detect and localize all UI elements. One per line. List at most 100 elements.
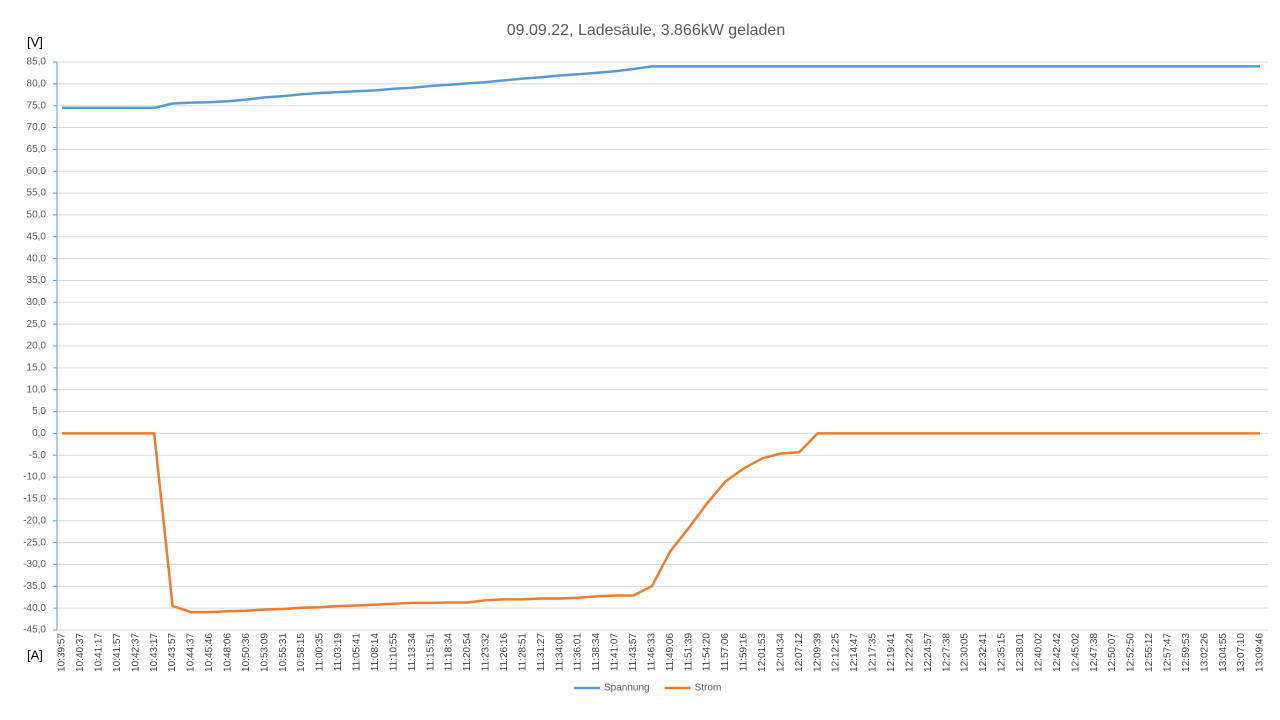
y-tick-label: 70,0 xyxy=(27,122,47,133)
y-tick-label: 40,0 xyxy=(27,253,47,264)
x-tick-label: 12:17:35 xyxy=(868,633,879,672)
x-tick-label: 12:07:12 xyxy=(794,633,805,672)
y-tick-label: 65,0 xyxy=(27,144,47,155)
y-tick-label: 50,0 xyxy=(27,210,47,221)
x-tick-label: 10:48:06 xyxy=(223,633,234,672)
x-tick-label: 11:46:33 xyxy=(646,633,657,672)
chart-title: 09.09.22, Ladesäule, 3.866kW geladen xyxy=(507,22,785,39)
y-tick-label: 30,0 xyxy=(27,297,47,308)
x-tick-label: 12:04:34 xyxy=(775,633,786,672)
x-tick-label: 10:50:36 xyxy=(241,633,252,672)
x-tick-label: 11:38:34 xyxy=(591,633,602,672)
legend-label: Strom xyxy=(695,683,722,694)
x-tick-label: 13:02:26 xyxy=(1199,633,1210,672)
x-tick-label: 12:12:25 xyxy=(831,633,842,672)
x-tick-label: 12:27:38 xyxy=(941,633,952,672)
y-tick-label: 5,0 xyxy=(32,406,46,417)
y-tick-label: 35,0 xyxy=(27,275,47,286)
x-tick-label: 11:57:06 xyxy=(720,633,731,672)
x-tick-label: 10:39:57 xyxy=(57,633,68,672)
x-tick-label: 11:59:16 xyxy=(739,633,750,672)
x-tick-label: 11:10:55 xyxy=(388,633,399,672)
y-tick-label: -45,0 xyxy=(23,625,46,636)
x-tick-label: 12:30:05 xyxy=(960,633,971,672)
y-tick-label: 0,0 xyxy=(32,428,46,439)
y-tick-label: -30,0 xyxy=(23,559,46,570)
y-tick-label: 45,0 xyxy=(27,231,47,242)
y-tick-label: -25,0 xyxy=(23,537,46,548)
x-tick-label: 11:15:51 xyxy=(425,633,436,672)
x-tick-label: 11:18:34 xyxy=(444,633,455,672)
x-tick-label: 11:49:06 xyxy=(665,633,676,672)
y-tick-label: 85,0 xyxy=(27,57,47,68)
y-tick-label: 75,0 xyxy=(27,100,47,111)
y-tick-label: -5,0 xyxy=(29,450,47,461)
x-tick-label: 12:14:47 xyxy=(849,633,860,672)
x-tick-label: 12:19:41 xyxy=(886,633,897,672)
y-tick-label: 20,0 xyxy=(27,341,47,352)
y-tick-label: -20,0 xyxy=(23,515,46,526)
y-tick-label: -35,0 xyxy=(23,581,46,592)
x-tick-label: 10:40:37 xyxy=(75,633,86,672)
x-tick-label: 10:43:17 xyxy=(149,633,160,672)
x-tick-label: 12:35:15 xyxy=(997,633,1008,672)
y-tick-label: 25,0 xyxy=(27,319,47,330)
x-tick-label: 13:09:46 xyxy=(1255,633,1266,672)
series-line xyxy=(62,65,1260,110)
y-axis-label: [A] xyxy=(27,647,43,662)
x-tick-label: 10:43:57 xyxy=(167,633,178,672)
x-tick-label: 12:01:53 xyxy=(757,633,768,672)
x-tick-label: 10:41:57 xyxy=(112,633,123,672)
x-tick-label: 12:59:53 xyxy=(1181,633,1192,672)
x-tick-label: 13:07:10 xyxy=(1236,633,1247,672)
legend-label: Spannung xyxy=(604,683,650,694)
series-line xyxy=(62,432,1260,614)
x-tick-label: 12:42:42 xyxy=(1052,633,1063,672)
y-tick-label: 15,0 xyxy=(27,362,47,373)
x-tick-label: 11:43:57 xyxy=(628,633,639,672)
x-tick-label: 11:23:32 xyxy=(481,633,492,672)
x-tick-label: 10:53:09 xyxy=(259,633,270,672)
x-tick-label: 11:00:35 xyxy=(315,633,326,672)
x-tick-label: 11:20:54 xyxy=(462,633,473,672)
x-tick-label: 11:41:07 xyxy=(610,633,621,672)
x-tick-label: 10:45:46 xyxy=(204,633,215,672)
x-tick-label: 12:55:12 xyxy=(1144,633,1155,672)
x-tick-label: 11:13:34 xyxy=(407,633,418,672)
x-tick-label: 12:22:24 xyxy=(904,633,915,672)
x-tick-label: 11:36:01 xyxy=(573,633,584,672)
x-tick-label: 12:57:47 xyxy=(1162,633,1173,672)
x-tick-label: 12:47:38 xyxy=(1089,633,1100,672)
x-tick-label: 12:09:39 xyxy=(812,633,823,672)
x-tick-label: 11:34:08 xyxy=(554,633,565,672)
x-tick-label: 10:58:15 xyxy=(296,633,307,672)
x-tick-label: 13:04:55 xyxy=(1218,633,1229,672)
y-tick-label: -15,0 xyxy=(23,494,46,505)
x-tick-label: 11:28:51 xyxy=(517,633,528,672)
y-axis-label: [V] xyxy=(27,34,43,49)
y-tick-label: -10,0 xyxy=(23,472,46,483)
x-tick-label: 11:54:20 xyxy=(702,633,713,672)
x-tick-label: 12:24:57 xyxy=(923,633,934,672)
x-tick-label: 11:31:27 xyxy=(536,633,547,672)
y-tick-label: 55,0 xyxy=(27,188,47,199)
y-tick-label: -40,0 xyxy=(23,603,46,614)
x-tick-label: 12:38:01 xyxy=(1015,633,1026,672)
x-tick-label: 11:26:16 xyxy=(499,633,510,672)
x-tick-label: 11:08:14 xyxy=(370,633,381,672)
x-tick-label: 12:45:02 xyxy=(1070,633,1081,672)
y-tick-label: 10,0 xyxy=(27,384,47,395)
x-tick-label: 10:44:37 xyxy=(186,633,197,672)
x-tick-label: 12:40:02 xyxy=(1033,633,1044,672)
y-tick-label: 80,0 xyxy=(27,78,47,89)
x-tick-label: 12:50:07 xyxy=(1107,633,1118,672)
y-tick-label: 60,0 xyxy=(27,166,47,177)
x-tick-label: 11:51:39 xyxy=(683,633,694,672)
x-tick-label: 11:03:19 xyxy=(333,633,344,672)
x-tick-label: 10:42:37 xyxy=(130,633,141,672)
x-tick-label: 11:05:41 xyxy=(352,633,363,672)
x-tick-label: 12:32:41 xyxy=(978,633,989,672)
x-tick-label: 12:52:50 xyxy=(1126,633,1137,672)
x-tick-label: 10:55:31 xyxy=(278,633,289,672)
